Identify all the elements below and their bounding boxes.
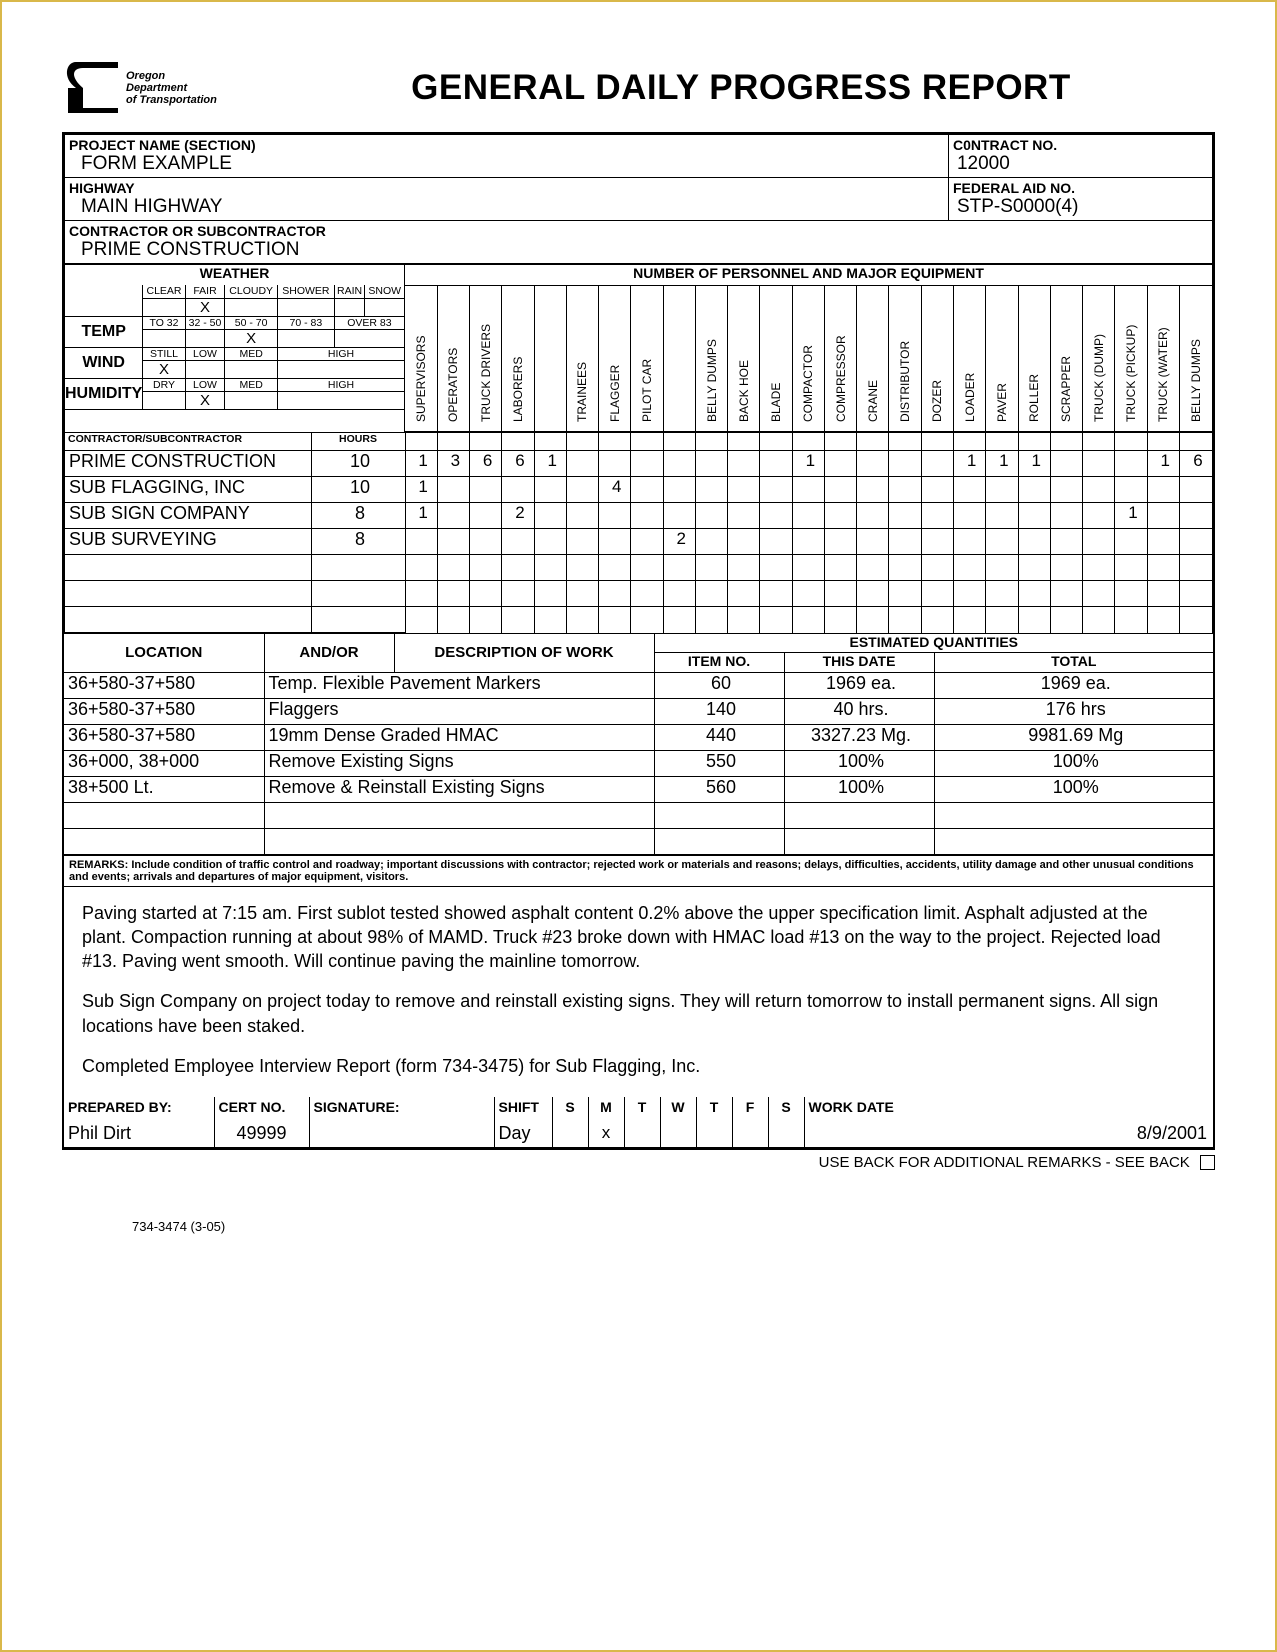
label-federal-aid: FEDERAL AID NO. bbox=[949, 178, 1212, 196]
report-page: Oregon Department of Transportation GENE… bbox=[0, 0, 1277, 1652]
value-highway: MAIN HIGHWAY bbox=[65, 196, 948, 220]
header: Oregon Department of Transportation GENE… bbox=[62, 62, 1215, 114]
value-project-name: FORM EXAMPLE bbox=[65, 153, 948, 177]
odot-logo-icon bbox=[62, 62, 122, 114]
logo-text: Oregon Department of Transportation bbox=[126, 70, 217, 106]
work-table: LOCATIONAND/ORDESCRIPTION OF WORKESTIMAT… bbox=[64, 634, 1213, 855]
form-number: 734-3474 (3-05) bbox=[132, 1219, 1215, 1234]
footer-text: USE BACK FOR ADDITIONAL REMARKS - SEE BA… bbox=[819, 1154, 1190, 1171]
label-contractor: CONTRACTOR OR SUBCONTRACTOR bbox=[65, 221, 1212, 239]
label-contract-no: C0NTRACT NO. bbox=[949, 135, 1212, 153]
odot-logo: Oregon Department of Transportation bbox=[62, 62, 217, 114]
remarks-p2: Sub Sign Company on project today to rem… bbox=[82, 989, 1195, 1038]
page-title: GENERAL DAILY PROGRESS REPORT bbox=[267, 68, 1215, 108]
remarks-p1: Paving started at 7:15 am. First sublot … bbox=[82, 901, 1195, 974]
label-highway: HIGHWAY bbox=[65, 178, 948, 196]
id-table: PROJECT NAME (SECTION) FORM EXAMPLE C0NT… bbox=[64, 134, 1213, 264]
value-contractor: PRIME CONSTRUCTION bbox=[65, 239, 1212, 263]
footer-checkbox[interactable] bbox=[1200, 1155, 1215, 1170]
org-line1: Oregon bbox=[126, 70, 217, 82]
form-container: PROJECT NAME (SECTION) FORM EXAMPLE C0NT… bbox=[62, 132, 1215, 1150]
org-line2: Department bbox=[126, 82, 217, 94]
label-project-name: PROJECT NAME (SECTION) bbox=[65, 135, 948, 153]
remarks-label: REMARKS: Include condition of traffic co… bbox=[64, 855, 1213, 887]
org-line3: of Transportation bbox=[126, 94, 217, 106]
weather-personnel-table: WEATHERCLEARFAIRCLOUDYSHOWERRAINSNOWXTEM… bbox=[64, 264, 1213, 634]
remarks-body: Paving started at 7:15 am. First sublot … bbox=[64, 887, 1213, 1097]
footer-note: USE BACK FOR ADDITIONAL REMARKS - SEE BA… bbox=[62, 1150, 1215, 1171]
value-federal-aid: STP-S0000(4) bbox=[949, 196, 1212, 220]
value-contract-no: 12000 bbox=[949, 153, 1212, 177]
remarks-p3: Completed Employee Interview Report (for… bbox=[82, 1054, 1195, 1078]
signoff-table: PREPARED BY:Phil DirtCERT NO.49999SIGNAT… bbox=[64, 1097, 1213, 1148]
